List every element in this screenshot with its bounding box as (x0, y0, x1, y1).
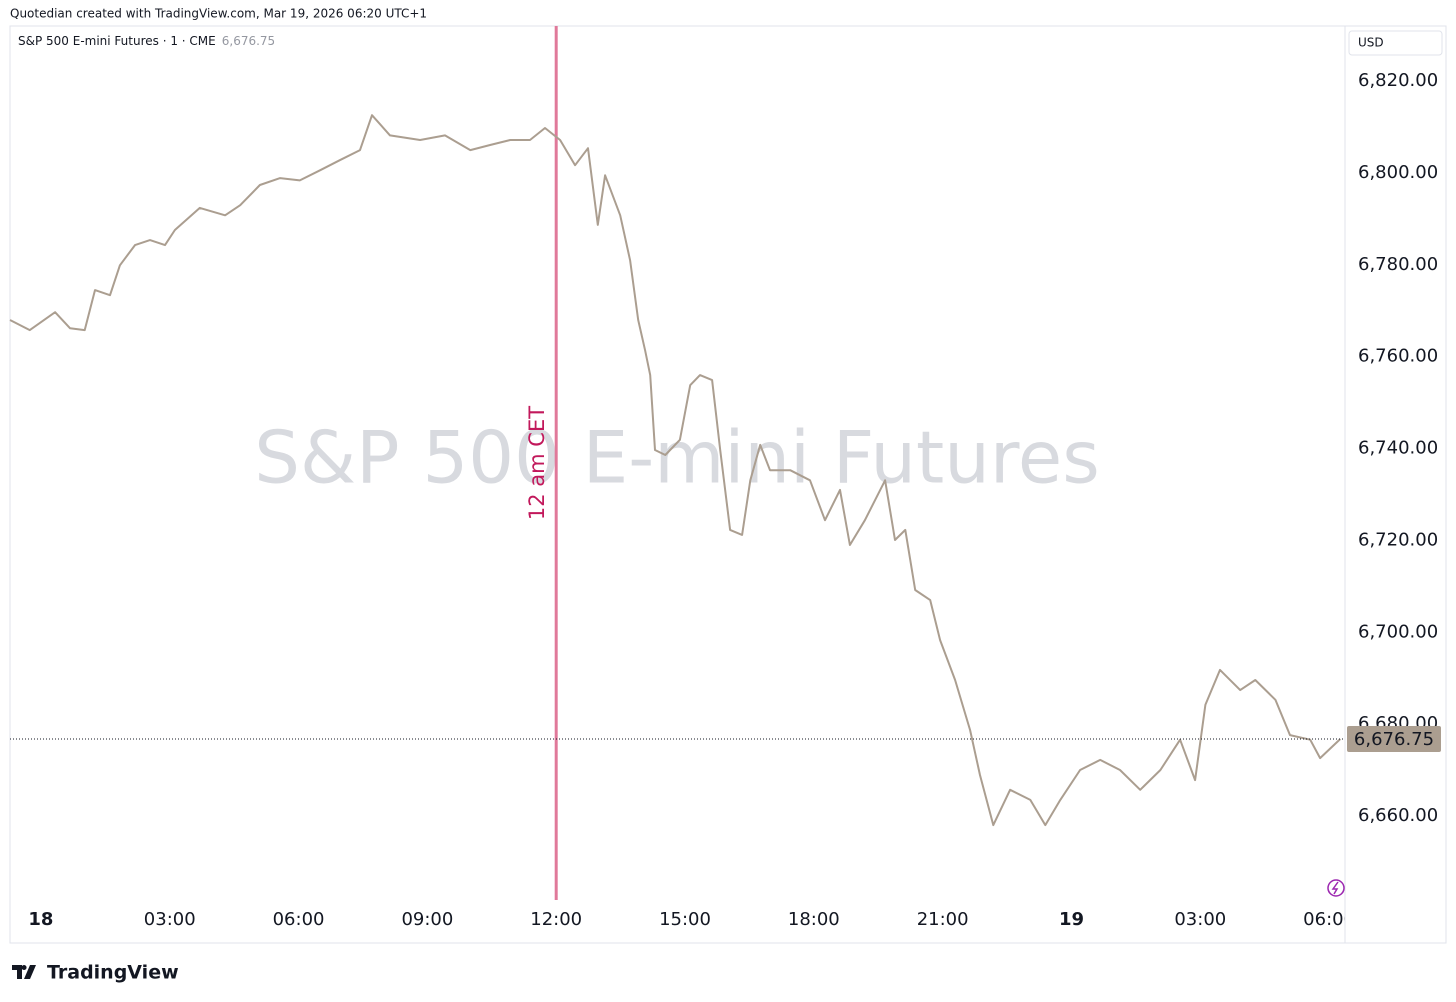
y-tick-label: 6,660.00 (1358, 805, 1438, 826)
x-tick-label: 18 (28, 909, 53, 930)
annotation-label: 12 am CET (525, 406, 549, 520)
header: Quotedian created with TradingView.com, … (10, 7, 427, 21)
legend-symbol: S&P 500 E-mini Futures · 1 · CME (18, 34, 216, 48)
chart-frame (9, 25, 1447, 944)
x-tick-label: 09:00 (401, 909, 453, 930)
x-tick-label: 12:00 (530, 909, 582, 930)
x-tick-label: 03:00 (1174, 909, 1226, 930)
x-tick-label: 03:00 (144, 909, 196, 930)
currency[interactable]: USD (1358, 36, 1384, 50)
y-tick-label: 6,700.00 (1358, 621, 1438, 642)
legend: S&P 500 E-mini Futures · 1 · CME 6,676.75 (18, 34, 275, 48)
x-tick-label: 15:00 (659, 909, 711, 930)
y-tick-label: 6,760.00 (1358, 346, 1438, 367)
legend-price: 6,676.75 (222, 34, 275, 48)
footer-text: TradingView (47, 962, 179, 984)
x-tick-label: 18:00 (788, 909, 840, 930)
x-tick-label: 06:00 (273, 909, 325, 930)
y-tick-label: 6,720.00 (1358, 529, 1438, 550)
lightning-bolt (1331, 881, 1339, 895)
logo-mark (12, 965, 36, 979)
last-price-label: 6,676.75 (1354, 729, 1434, 750)
y-tick-label: 6,820.00 (1358, 70, 1438, 91)
x-axis: 18 03:00 06:00 09:00 12:00 15:00 18:00 21:00 19 0… (28, 909, 1355, 930)
lightning-icon[interactable] (1327, 879, 1345, 897)
y-tick-label: 6,740.00 (1358, 438, 1438, 459)
x-tick-label: 19 (1059, 909, 1084, 930)
last-price-box (1347, 726, 1441, 753)
footer-logo: TradingView (12, 962, 179, 984)
x-tick-label: 06:00 (1303, 909, 1355, 930)
watermark: S&P 500 E-mini Futures (254, 416, 1099, 500)
currency-button[interactable] (1348, 30, 1443, 56)
price-line (9, 114, 1341, 827)
y-tick-label: 6,800.00 (1358, 162, 1438, 183)
y-tick-label: 6,780.00 (1358, 254, 1438, 275)
x-tick-label: 21:00 (917, 909, 969, 930)
